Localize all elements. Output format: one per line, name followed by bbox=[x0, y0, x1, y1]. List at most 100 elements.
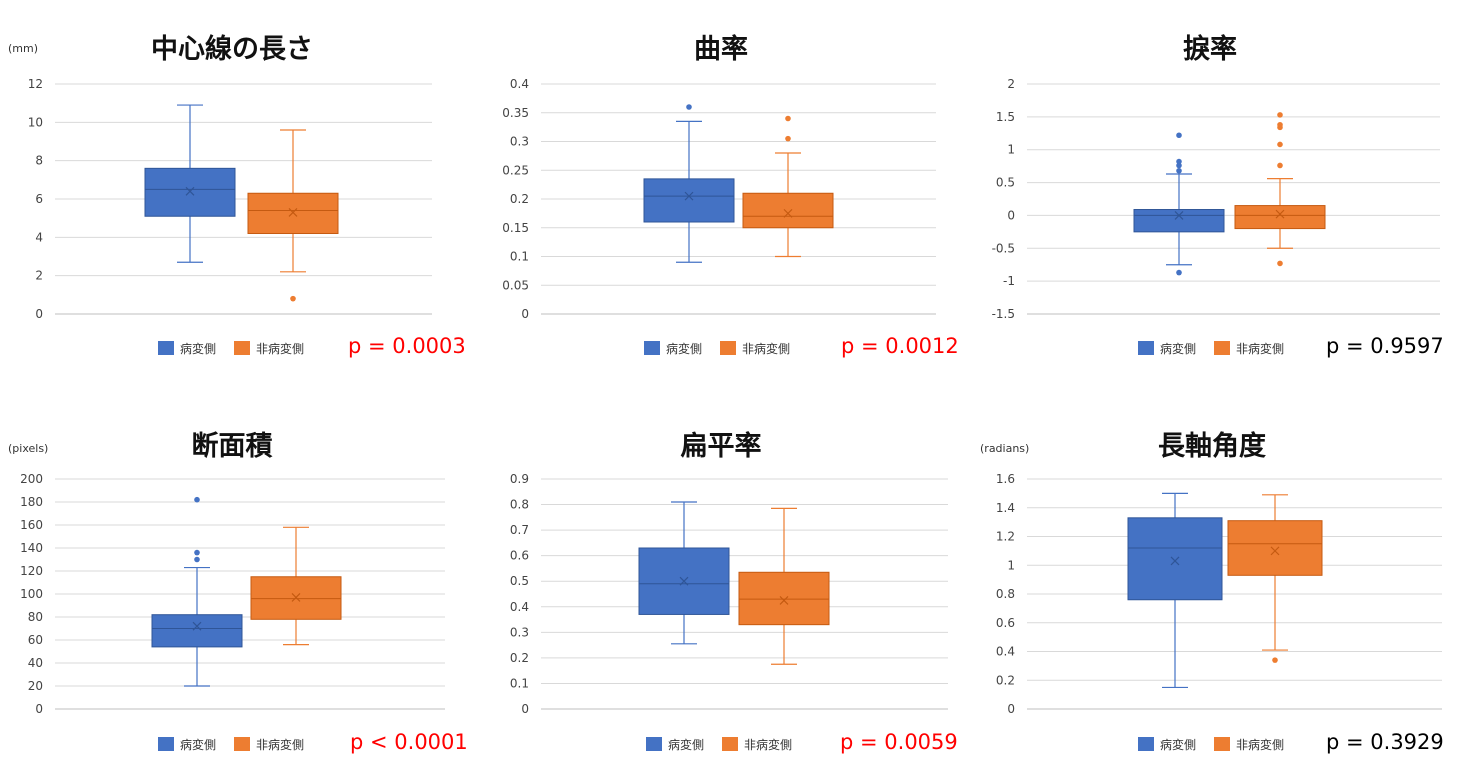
outlier-point bbox=[1277, 112, 1283, 118]
y-tick-label: 0.6 bbox=[996, 616, 1015, 630]
legend-label: 病変側 bbox=[180, 341, 216, 356]
legend-item-non-lesion: 非病変側 bbox=[720, 341, 790, 356]
box-iqr bbox=[144, 167, 236, 217]
mean-marker bbox=[1170, 556, 1180, 566]
mean-marker bbox=[783, 208, 793, 218]
y-tick-label: 60 bbox=[28, 633, 43, 647]
legend-label: 非病変側 bbox=[256, 737, 304, 752]
y-tick-label: 0.4 bbox=[510, 600, 529, 614]
box-iqr bbox=[247, 192, 339, 234]
y-tick-label: 0.05 bbox=[502, 278, 529, 292]
p-value-label: p = 0.9597 bbox=[1326, 334, 1444, 358]
chart-title: 断面積 bbox=[192, 431, 273, 462]
box-iqr bbox=[738, 571, 830, 626]
mean-marker bbox=[1270, 546, 1280, 556]
legend-label: 病変側 bbox=[1160, 341, 1196, 356]
y-tick-label: 0.4 bbox=[996, 645, 1015, 659]
y-tick-label: 1 bbox=[1007, 143, 1015, 157]
y-tick-label: 1.4 bbox=[996, 501, 1015, 515]
y-tick-label: 0.2 bbox=[996, 673, 1015, 687]
box-series-lesion bbox=[151, 496, 243, 687]
y-tick-label: 160 bbox=[20, 518, 43, 532]
box-iqr bbox=[1227, 520, 1323, 576]
mean-marker bbox=[779, 595, 789, 605]
chart-panel-major-axis-angle: 長軸角度 (radians) 0 0.2 0.4 0.6 0.8 1 1.2 1.4 1.6 病変側 非… bbox=[972, 392, 1458, 783]
p-value-label: p = 0.0003 bbox=[348, 334, 466, 358]
box-iqr bbox=[742, 192, 834, 229]
y-tick-label: 0.35 bbox=[502, 106, 529, 120]
y-tick-label: 0 bbox=[521, 702, 529, 716]
mean-marker bbox=[291, 593, 301, 602]
legend-label: 非病変側 bbox=[744, 737, 792, 752]
y-tick-label: 10 bbox=[28, 115, 43, 129]
legend-label: 非病変側 bbox=[1236, 737, 1284, 752]
y-tick-label: 1.2 bbox=[996, 530, 1015, 544]
y-tick-label: 0 bbox=[1007, 208, 1015, 222]
legend-swatch bbox=[1214, 737, 1230, 751]
legend-swatch bbox=[158, 341, 174, 355]
legend-item-non-lesion: 非病変側 bbox=[1214, 341, 1284, 356]
y-tick-label: 0.1 bbox=[510, 676, 529, 690]
outlier-point bbox=[1176, 167, 1182, 174]
y-tick-label: 120 bbox=[20, 564, 43, 578]
y-tick-label: 4 bbox=[35, 230, 43, 244]
y-tick-label: 0.8 bbox=[996, 587, 1015, 601]
outlier-point bbox=[1277, 121, 1283, 128]
mean-marker bbox=[288, 207, 298, 217]
legend-item-non-lesion: 非病変側 bbox=[722, 737, 792, 752]
box-iqr bbox=[1234, 205, 1326, 230]
legend-swatch bbox=[234, 737, 250, 751]
outlier-point bbox=[194, 556, 200, 563]
outlier-point bbox=[290, 295, 296, 302]
chart-title: 捩率 bbox=[1183, 33, 1237, 65]
legend-item-non-lesion: 非病変側 bbox=[234, 341, 304, 356]
box-series-lesion bbox=[1127, 492, 1223, 689]
mean-marker bbox=[684, 191, 694, 201]
box-iqr bbox=[151, 614, 243, 648]
chart-panel-cross-section-area: 断面積 (pixels) 0 20 40 60 80 100 120 140 160 180 200 病変… bbox=[0, 392, 486, 783]
box-iqr bbox=[643, 178, 735, 223]
outlier-point bbox=[686, 104, 692, 110]
legend-item-lesion: 病変側 bbox=[644, 341, 702, 356]
y-tick-label: 0.5 bbox=[996, 176, 1015, 190]
y-unit-label: (mm) bbox=[8, 42, 38, 55]
y-tick-label: 0 bbox=[35, 307, 43, 321]
y-tick-label: 80 bbox=[28, 610, 43, 624]
y-tick-label: 1 bbox=[1007, 558, 1015, 572]
outlier-point bbox=[1277, 162, 1283, 169]
legend-swatch bbox=[1214, 341, 1230, 355]
y-tick-label: 140 bbox=[20, 541, 43, 555]
y-tick-label: 1.5 bbox=[996, 110, 1015, 124]
y-tick-label: 12 bbox=[28, 77, 43, 91]
y-tick-label: 20 bbox=[28, 679, 43, 693]
legend-swatch bbox=[234, 341, 250, 355]
mean-marker bbox=[192, 621, 202, 631]
chart-svg: 断面積 (pixels) 0 20 40 60 80 100 120 140 160 180 200 病変… bbox=[8, 431, 468, 754]
y-tick-label: 0.7 bbox=[510, 523, 529, 537]
chart-panel-centerline-length: 中心線の長さ (mm) 0 2 4 6 8 10 12 病変側 非病変側 p = 0.0003 bbox=[0, 0, 486, 392]
outlier-point bbox=[1277, 260, 1283, 267]
p-value-label: p = 0.3929 bbox=[1326, 730, 1444, 754]
outlier-point bbox=[194, 496, 200, 503]
box-series-non-lesion bbox=[1234, 112, 1326, 267]
outlier-point bbox=[194, 549, 200, 556]
y-tick-label: 1.6 bbox=[996, 472, 1015, 486]
y-tick-label: 40 bbox=[28, 656, 43, 670]
outlier-point bbox=[1176, 162, 1182, 169]
outlier-point bbox=[1176, 132, 1182, 139]
legend-swatch bbox=[158, 737, 174, 751]
chart-panel-flattening: 扁平率 0 0.1 0.2 0.3 0.4 0.5 0.6 0.7 0.8 0.9 病変側 非病変側 p … bbox=[486, 392, 972, 783]
p-value-label: p = 0.0059 bbox=[840, 730, 958, 754]
outlier-point bbox=[785, 115, 791, 122]
legend-item-non-lesion: 非病変側 bbox=[234, 737, 304, 752]
legend-label: 病変側 bbox=[668, 737, 704, 752]
mean-marker bbox=[185, 186, 195, 196]
y-unit-label: (radians) bbox=[980, 442, 1029, 455]
outlier-point bbox=[785, 135, 791, 142]
legend-label: 非病変側 bbox=[1236, 341, 1284, 356]
box-series-non-lesion bbox=[1227, 494, 1323, 663]
box-series-lesion bbox=[144, 104, 236, 263]
legend-swatch bbox=[644, 341, 660, 355]
p-value-label: p = 0.0012 bbox=[841, 334, 959, 358]
mean-marker bbox=[679, 576, 689, 586]
